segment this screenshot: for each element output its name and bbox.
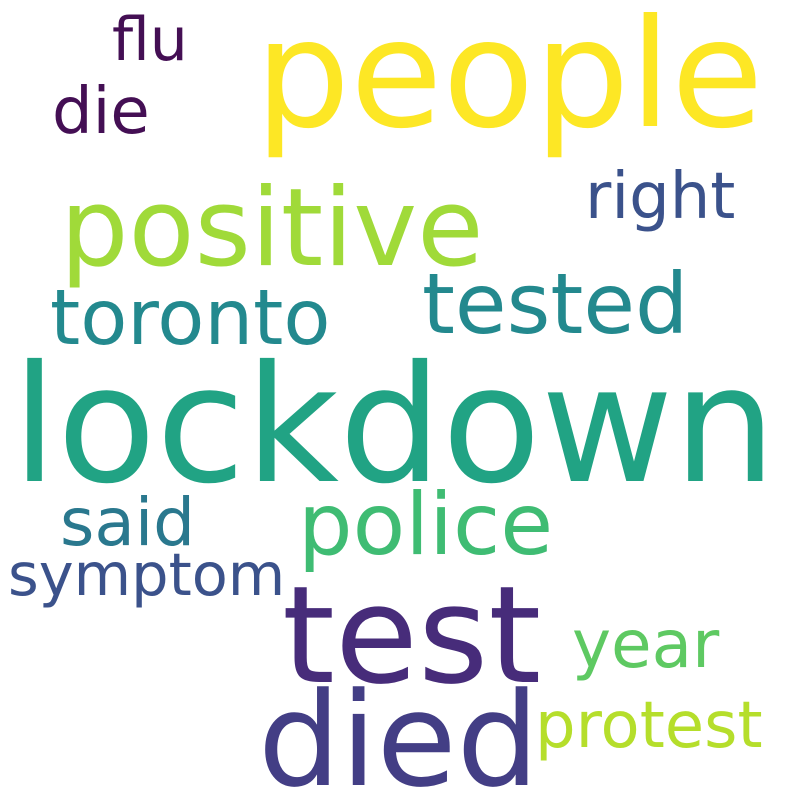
word-positive: positive [60,166,484,291]
word-said: said [60,484,196,561]
word-flu: flu [112,5,188,75]
word-test: test [282,557,542,714]
word-toronto: toronto [50,274,331,363]
word-tested: tested [422,255,689,353]
word-people: people [255,0,764,162]
word-protest: protest [535,689,763,763]
word-died: died [258,664,540,800]
word-lockdown: lockdown [12,332,777,520]
word-symptom: symptom [8,540,286,609]
word-police: police [298,475,554,575]
word-year: year [572,606,720,683]
word-die: die [52,75,150,149]
word-right: right [585,160,736,234]
